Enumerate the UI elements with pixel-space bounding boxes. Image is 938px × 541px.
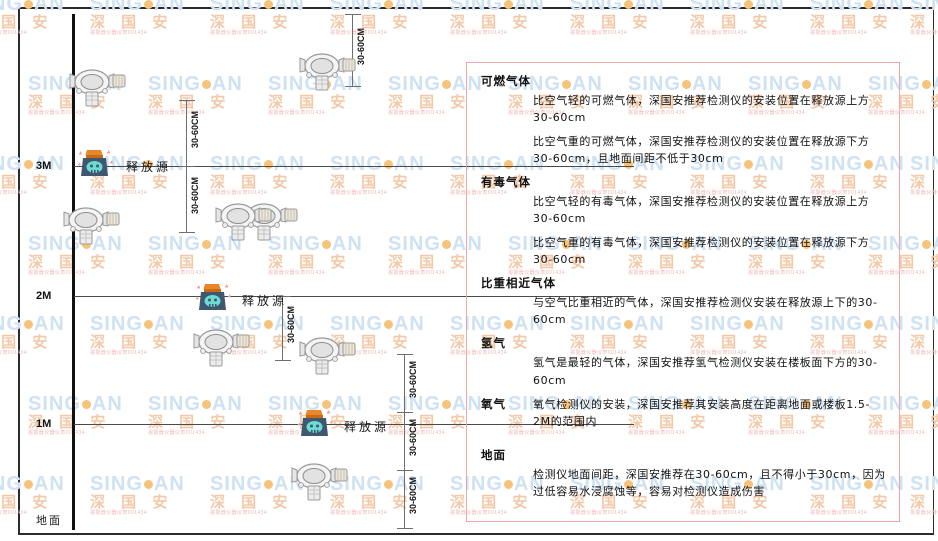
gas-detector-icon xyxy=(299,337,356,375)
section-heading: 可燃气体 xyxy=(481,74,531,88)
gas-detector xyxy=(296,330,358,387)
section-paragraph: 与空气比重相近的气体，深国安推荐检测仪安装在释放源上下的30-60cm xyxy=(533,296,878,327)
level-label-3m: 3M xyxy=(36,160,52,172)
gas-detector-icon xyxy=(193,329,250,367)
panel-section-hydrogen: 氢气氢气是最轻的气体，深国安推荐氢气检测仪安装在楼板面下方的30-60cm xyxy=(481,335,887,388)
gas-detector-icon xyxy=(291,463,348,501)
level-line-1m xyxy=(74,424,634,425)
section-heading: 地面 xyxy=(481,447,506,462)
dimension-tick xyxy=(179,100,195,101)
gas-detector-guidelines-panel: 可燃气体 比空气轻的可燃气体，深国安推荐检测仪的安装位置在释放源上方30-60cm… xyxy=(466,62,900,522)
section-heading: 氢气 xyxy=(481,336,506,351)
dimension-tick xyxy=(397,412,413,413)
panel-section-ground: 地面检测仪地面间距，深国安推荐在30-60cm，且不得小于30cm，因为过低容易… xyxy=(481,447,887,500)
dimension-tick xyxy=(345,14,361,15)
release-source-icon xyxy=(298,410,333,436)
gas-detector xyxy=(288,456,350,513)
release-source-icon xyxy=(78,150,113,176)
dimension-tick xyxy=(397,354,413,355)
panel-section-flammable-gas: 可燃气体 比空气轻的可燃气体，深国安推荐检测仪的安装位置在释放源上方30-60cm… xyxy=(481,73,887,167)
level-label-2m: 2M xyxy=(36,290,52,302)
gas-detector-icon xyxy=(299,53,356,91)
vertical-scale-axis xyxy=(72,14,75,530)
section-paragraph: 比空气重的可燃气体，深国安推荐检测仪的安装位置在释放源下方30-60cm，且地面… xyxy=(533,135,870,166)
gas-detector xyxy=(60,200,122,257)
gas-detector-icon xyxy=(69,69,126,107)
frame-right-border xyxy=(933,7,934,535)
gas-detector xyxy=(190,322,252,379)
section-heading: 氧气 xyxy=(481,396,506,411)
dimension-tick xyxy=(179,232,195,233)
section-paragraph: 氧气检测仪的安装，深国安推荐其安装高度在距离地面或楼板1.5-2M的范围内 xyxy=(533,397,871,428)
dimension-label: 30-60CM xyxy=(190,111,200,149)
release-source-icon xyxy=(196,284,231,310)
section-spacer xyxy=(481,437,887,447)
dimension-tick xyxy=(179,166,195,167)
dimension-tick xyxy=(397,528,413,529)
release-source xyxy=(298,408,338,449)
gas-detector xyxy=(66,62,128,119)
dimension-line-2 xyxy=(282,296,283,360)
gas-detector-icon xyxy=(63,207,120,245)
dimension-tick xyxy=(345,86,361,87)
dimension-tick xyxy=(275,360,291,361)
section-paragraph: 检测仪地面间距，深国安推荐在30-60cm，且不得小于30cm，因为过低容易水浸… xyxy=(533,467,886,498)
gas-detector-icon xyxy=(215,203,272,241)
dimension-label: 30-60CM xyxy=(408,477,418,515)
panel-section-similar-density-gas: 比重相近气体与空气比重相近的气体，深国安推荐检测仪安装在释放源上下的30-60c… xyxy=(481,275,887,328)
dimension-tick xyxy=(275,296,291,297)
section-heading: 有毒气体 xyxy=(481,175,531,190)
gas-detector xyxy=(212,196,274,253)
release-source-label: 释放源 xyxy=(242,294,288,308)
section-paragraph: 氢气是最轻的气体，深国安推荐氢气检测仪安装在楼板面下方的30-60cm xyxy=(533,356,878,387)
level-line-3m xyxy=(74,166,634,167)
level-label-1m: 1M xyxy=(36,418,52,430)
gas-detector xyxy=(296,46,358,103)
section-paragraph: 比空气轻的可燃气体，深国安推荐检测仪的安装位置在释放源上方30-60cm xyxy=(533,94,870,125)
dimension-label: 30-60CM xyxy=(408,361,418,399)
release-source xyxy=(196,282,236,323)
section-paragraph: 比空气重的有毒气体，深国安推荐检测仪的安装位置在释放源下方30-60cm xyxy=(533,236,870,267)
panel-body: 可燃气体 比空气轻的可燃气体，深国安推荐检测仪的安装位置在释放源上方30-60cm… xyxy=(481,73,887,500)
dimension-line-0 xyxy=(352,14,353,86)
dimension-label: 30-60CM xyxy=(408,419,418,457)
release-source-label: 释放源 xyxy=(126,160,172,174)
section-heading: 比重相近气体 xyxy=(481,276,556,291)
release-source xyxy=(78,148,118,189)
frame-top-border xyxy=(18,7,934,9)
dimension-label: 30-60CM xyxy=(286,306,296,344)
level-line-2m xyxy=(74,296,634,297)
dimension-line-3 xyxy=(404,354,405,528)
dimension-tick xyxy=(397,470,413,471)
release-source-label: 释放源 xyxy=(344,420,390,434)
section-paragraph: 比空气轻的有毒气体，深国安推荐检测仪的安装位置在释放源上方30-60cm xyxy=(533,195,870,226)
frame-left-border xyxy=(18,7,20,535)
frame-bottom-border xyxy=(18,533,934,535)
ground-label: 地面 xyxy=(36,514,62,527)
dimension-label: 30-60CM xyxy=(190,177,200,215)
panel-section-oxygen: 氧气 氧气检测仪的安装，深国安推荐其安装高度在距离地面或楼板1.5-2M的范围内 xyxy=(481,396,887,430)
panel-section-toxic-gas: 有毒气体 比空气轻的有毒气体，深国安推荐检测仪的安装位置在释放源上方30-60cm… xyxy=(481,174,887,268)
